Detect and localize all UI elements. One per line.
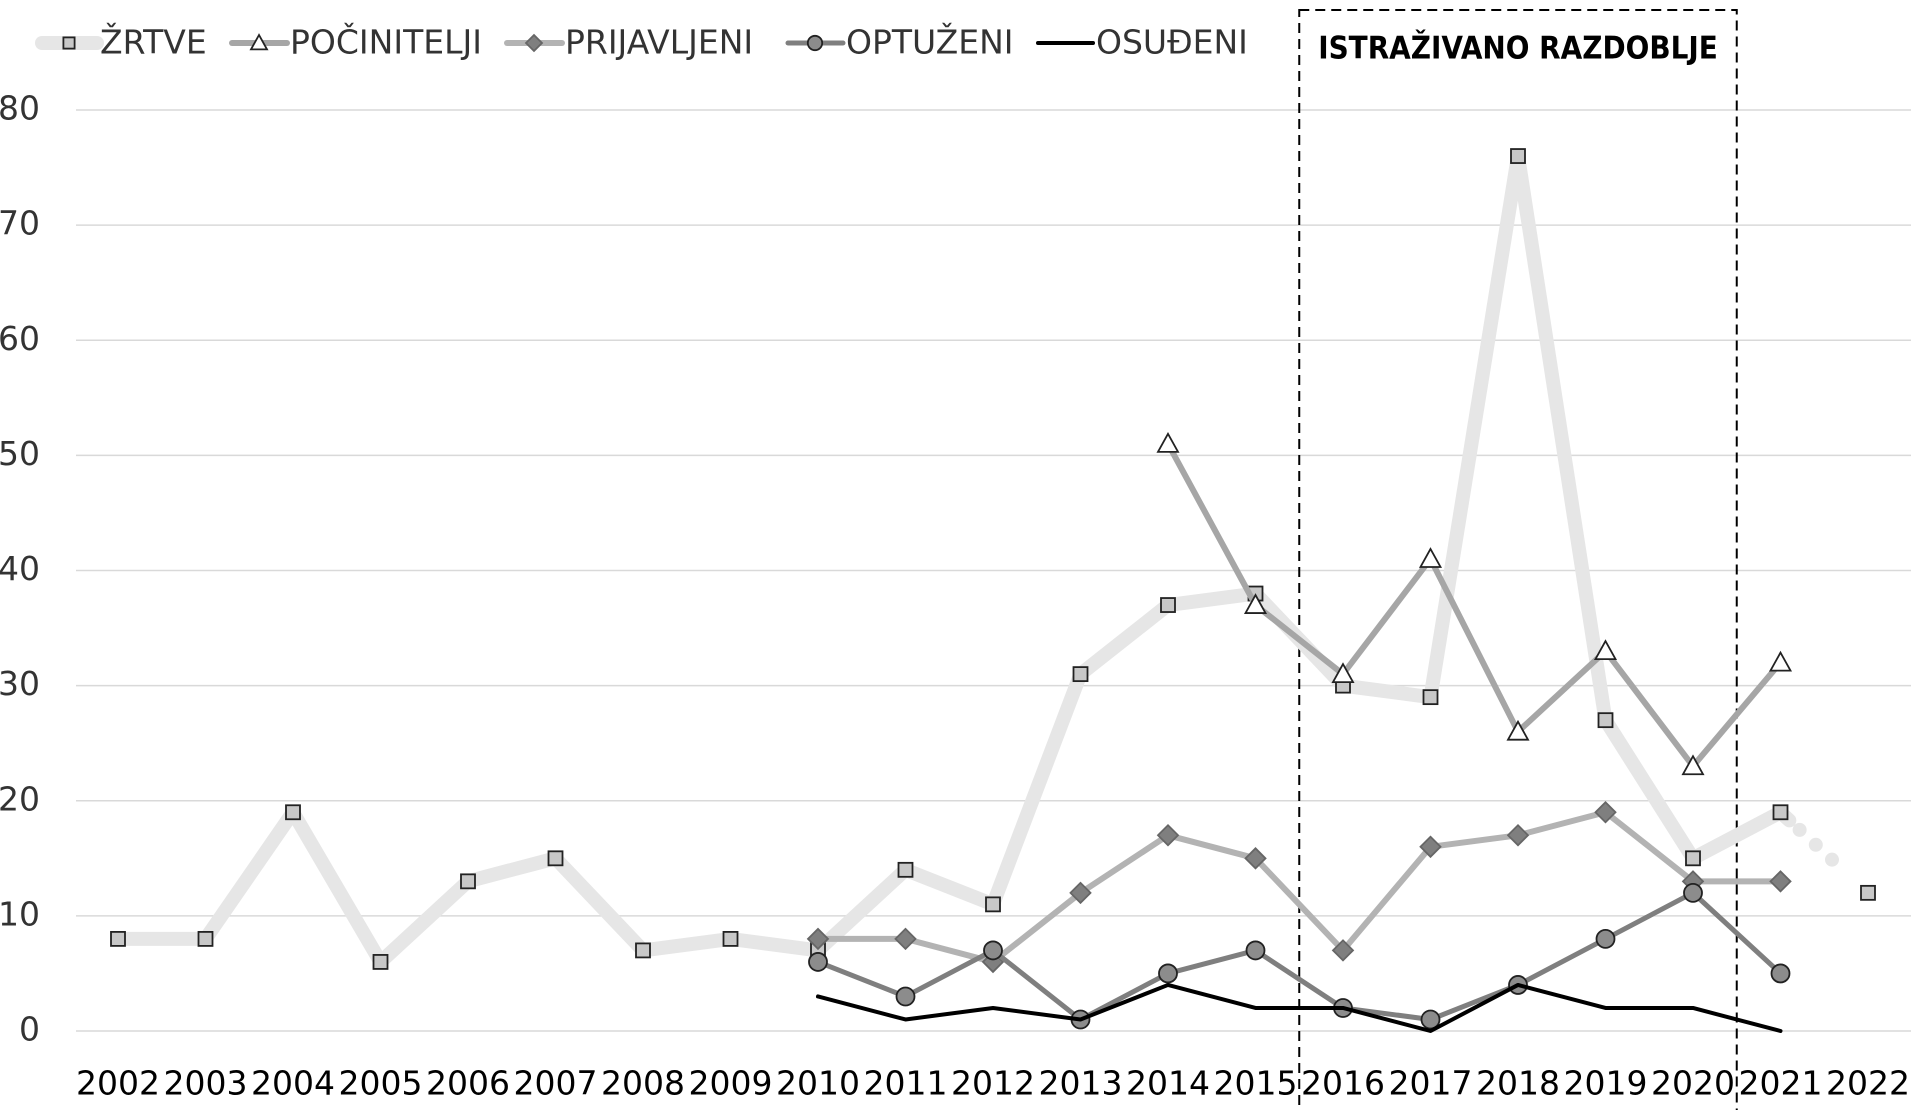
marker <box>1072 666 1089 683</box>
marker <box>1770 963 1791 984</box>
marker <box>1683 882 1703 903</box>
x-tick-label: 2017 <box>1389 1064 1473 1103</box>
legend-label: POČINITELJI <box>290 22 482 62</box>
x-tick-label: 2009 <box>689 1064 773 1103</box>
x-tick-label: 2010 <box>776 1064 860 1103</box>
x-tick-label: 2020 <box>1651 1064 1735 1103</box>
x-tick-label: 2003 <box>164 1064 248 1103</box>
marker <box>1245 940 1266 961</box>
legend-item: OSUĐENI <box>1036 23 1248 62</box>
legend-item: POČINITELJI <box>229 22 482 62</box>
marker <box>894 927 917 951</box>
y-tick-label: 80 <box>0 89 40 128</box>
x-tick-label: 2011 <box>864 1064 948 1103</box>
marker <box>1769 870 1792 893</box>
marker <box>1160 597 1176 613</box>
x-tick-label: 2004 <box>251 1064 335 1103</box>
marker <box>1768 650 1793 672</box>
marker <box>285 804 301 821</box>
marker <box>460 873 476 890</box>
x-tick-label: 2012 <box>951 1064 1035 1103</box>
marker <box>1418 547 1443 568</box>
marker <box>524 33 544 53</box>
legend-label: OPTUŽENI <box>846 22 1013 62</box>
marker <box>62 36 76 50</box>
marker <box>1069 881 1092 905</box>
y-tick-label: 70 <box>0 204 40 243</box>
marker <box>249 33 269 51</box>
marker <box>1597 712 1614 729</box>
marker <box>897 861 914 878</box>
marker <box>1595 929 1616 949</box>
marker <box>1422 689 1439 706</box>
x-tick-label: 2015 <box>1214 1064 1298 1103</box>
series-line <box>816 982 1783 1033</box>
x-tick-label: 2005 <box>339 1064 423 1103</box>
legend-label: PRIJAVLJENI <box>565 23 753 62</box>
y-tick-label: 50 <box>0 434 40 473</box>
legend-label: OSUĐENI <box>1096 23 1248 62</box>
series-line <box>815 890 1783 1022</box>
marker <box>1243 593 1268 614</box>
x-tick-label: 2019 <box>1564 1064 1648 1103</box>
series-line <box>111 149 1875 969</box>
marker <box>1594 800 1617 824</box>
x-tick-label: 2014 <box>1126 1064 1210 1103</box>
marker <box>372 954 389 970</box>
marker <box>1685 850 1701 867</box>
marker <box>1244 847 1267 870</box>
marker <box>983 940 1003 961</box>
marker <box>197 931 214 947</box>
marker <box>1510 148 1526 164</box>
series-line <box>1165 440 1784 770</box>
marker <box>985 896 1001 913</box>
marker <box>1156 824 1180 847</box>
marker <box>1860 884 1876 901</box>
x-tick-label: 2008 <box>601 1064 685 1103</box>
marker <box>635 942 651 959</box>
x-tick-label: 2002 <box>76 1064 160 1103</box>
y-tick-label: 0 <box>19 1010 40 1049</box>
marker <box>1331 939 1355 962</box>
marker <box>547 850 564 867</box>
x-tick-label: 2016 <box>1301 1064 1385 1103</box>
legend-item: ŽRTVE <box>35 22 207 62</box>
marker <box>1772 804 1789 821</box>
marker <box>1681 754 1705 776</box>
marker <box>895 986 916 1007</box>
x-tick-label: 2018 <box>1476 1064 1560 1103</box>
marker <box>1158 963 1178 984</box>
legend-item: OPTUŽENI <box>785 22 1013 62</box>
marker <box>1593 639 1618 660</box>
y-tick-label: 60 <box>0 319 40 358</box>
y-tick-label: 20 <box>0 779 40 818</box>
annotation-text: ISTRAŽIVANO RAZDOBLJE <box>1318 31 1718 67</box>
x-tick-label: 2022 <box>1826 1064 1910 1103</box>
legend-item: PRIJAVLJENI <box>504 23 753 62</box>
marker <box>1420 1009 1441 1030</box>
legend-label: ŽRTVE <box>100 22 207 62</box>
x-tick-label: 2006 <box>426 1064 510 1103</box>
marker <box>722 931 739 947</box>
y-tick-label: 30 <box>0 664 40 703</box>
marker <box>1419 835 1442 859</box>
annotation-box <box>1298 9 1738 1110</box>
marker <box>1156 432 1180 453</box>
y-tick-label: 40 <box>0 549 40 588</box>
x-tick-label: 2007 <box>514 1064 598 1103</box>
marker <box>110 931 126 947</box>
marker <box>1331 662 1355 684</box>
marker <box>806 34 824 52</box>
marker <box>1506 824 1530 847</box>
marker <box>1506 719 1530 741</box>
y-tick-label: 10 <box>0 894 40 933</box>
marker <box>806 927 830 951</box>
marker <box>808 952 828 972</box>
x-tick-label: 2021 <box>1739 1064 1823 1103</box>
x-tick-label: 2013 <box>1039 1064 1123 1103</box>
